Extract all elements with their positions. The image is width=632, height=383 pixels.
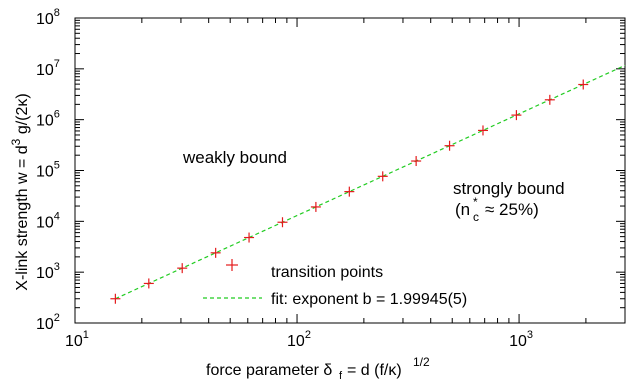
y-tick-label: 105 [36,160,60,181]
x-tick-label: 103 [509,329,533,350]
data-point [143,278,154,289]
data-point [110,293,121,304]
data-point [377,171,388,182]
data-point [344,186,355,197]
y-tick-label: 103 [36,261,60,282]
fit-layer [115,64,626,300]
svg-text:force parameter δ: force parameter δ [206,362,332,379]
data-point [177,263,188,274]
legend-label-fit: fit: exponent b = 1.99945(5) [271,291,467,308]
data-point [544,94,555,105]
legend-marker-transition-points [226,259,238,271]
data-point [411,156,422,167]
data-point [244,232,255,243]
svg-text:f: f [339,370,343,382]
y-tick-label: 107 [36,58,60,79]
annotation-strongly-bound: strongly bound [453,179,565,198]
svg-text:1/2: 1/2 [413,355,430,369]
x-tick-label: 101 [65,329,89,350]
svg-text:X-link strength w = d3 g/(2κ): X-link strength w = d3 g/(2κ) [9,93,31,290]
annotation-weakly-bound: weakly bound [182,148,287,167]
annotation-strong-sub: (n * c ≈ 25%) [455,195,539,224]
svg-text:= d (f/κ): = d (f/κ) [347,362,402,379]
annotation-strong-sub-text: ≈ 25%) [485,200,539,219]
y-axis: 102 103 104 105 106 107 108 [36,7,625,333]
fit-line [115,64,626,300]
data-point [511,110,522,121]
data-point [310,201,321,212]
y-tick-label: 106 [36,109,60,130]
x-axis-label: force parameter δ f = d (f/κ) 1/2 [206,355,430,382]
x-axis: 101 102 103 [65,18,626,350]
y-tick-label: 104 [36,210,60,231]
points-layer [110,79,589,304]
svg-text:(n: (n [455,200,470,219]
x-tick-label: 102 [287,329,311,350]
legend: transition points fit: exponent b = 1.99… [203,259,467,308]
svg-text:c: c [473,210,479,224]
data-point [477,125,488,136]
legend-label-transition-points: transition points [271,264,383,281]
svg-text:*: * [473,195,478,209]
data-point [578,79,589,90]
data-point [277,217,288,228]
y-axis-label: X-link strength w = d3 g/(2κ) [9,93,31,290]
y-tick-label: 108 [36,7,60,28]
data-point [444,140,455,151]
y-tick-label: 102 [36,312,60,333]
data-point [210,247,221,258]
